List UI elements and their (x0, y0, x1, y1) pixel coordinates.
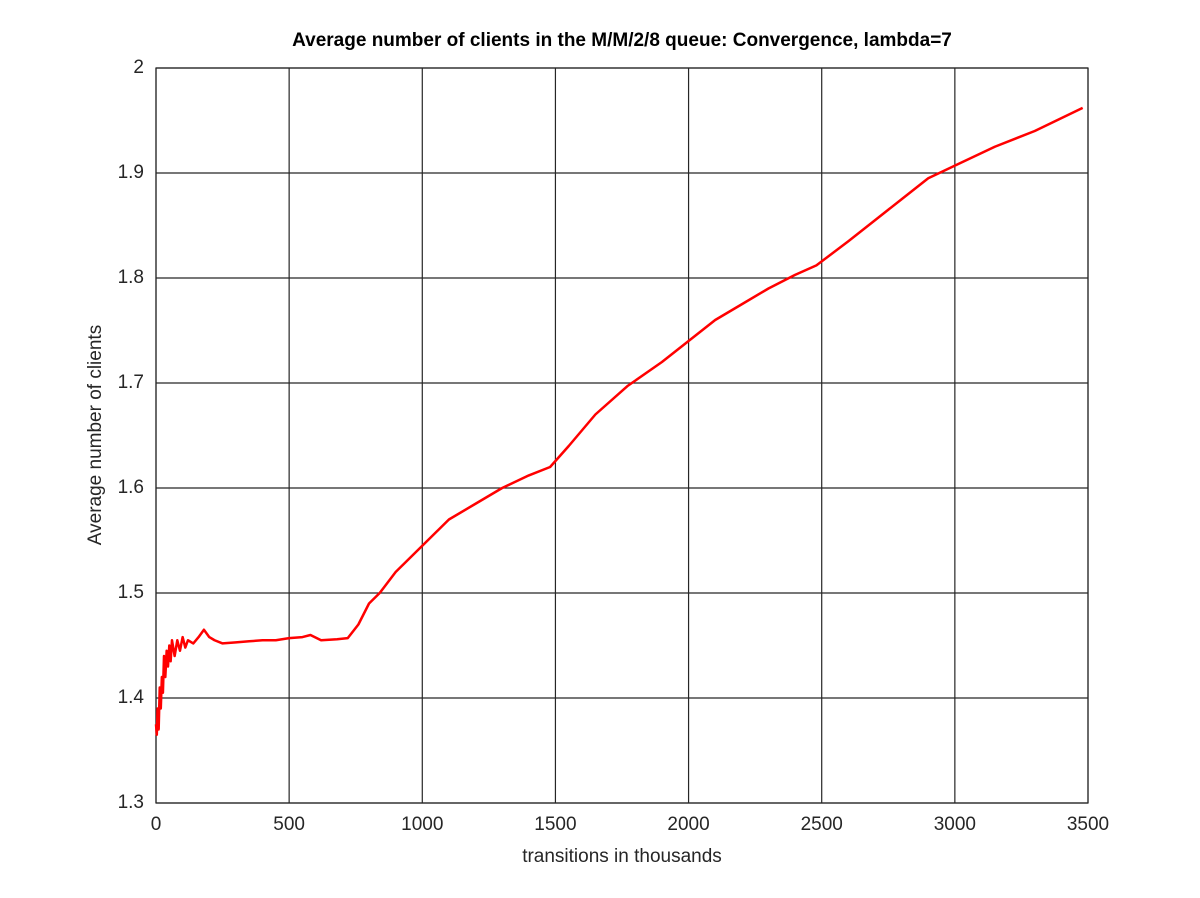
x-tick-label: 0 (151, 814, 162, 835)
x-tick-label: 500 (273, 814, 305, 835)
y-axis-label: Average number of clients (85, 325, 106, 545)
y-tick-label: 1.6 (118, 477, 144, 498)
y-tick-label: 1.3 (118, 792, 144, 813)
x-axis-label: transitions in thousands (522, 846, 722, 867)
y-tick-label: 2 (133, 57, 144, 78)
data-line (154, 106, 1084, 736)
y-tick-label: 1.7 (118, 372, 144, 393)
x-tick-label: 3000 (934, 814, 976, 835)
chart-title: Average number of clients in the M/M/2/8… (292, 30, 952, 51)
y-tick-label: 1.8 (118, 267, 144, 288)
plot-frame (155, 67, 1089, 804)
x-tick-label: 1500 (534, 814, 576, 835)
x-tick-label: 1000 (401, 814, 443, 835)
x-tick-label: 2000 (667, 814, 709, 835)
x-tick-label: 2500 (801, 814, 843, 835)
y-tick-label: 1.9 (118, 162, 144, 183)
y-tick-label: 1.4 (118, 687, 145, 708)
y-tick-label: 1.5 (118, 582, 144, 603)
x-tick-label: 3500 (1067, 814, 1109, 835)
